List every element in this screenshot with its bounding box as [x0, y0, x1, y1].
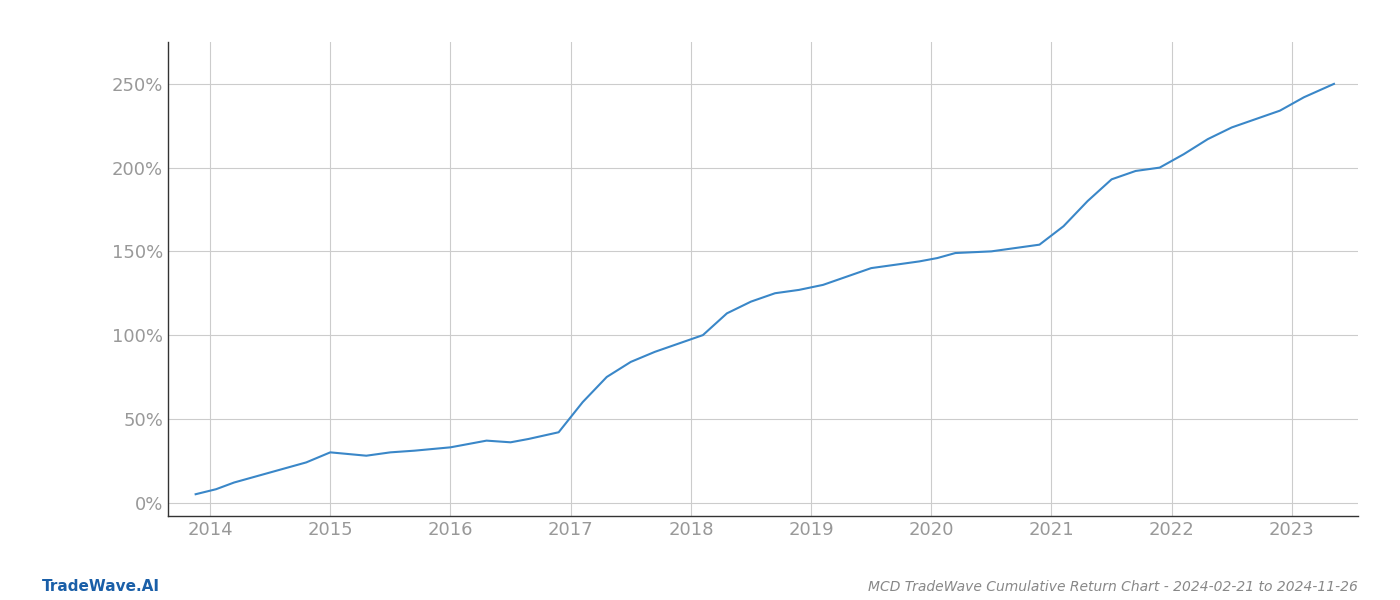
Text: MCD TradeWave Cumulative Return Chart - 2024-02-21 to 2024-11-26: MCD TradeWave Cumulative Return Chart - … — [868, 580, 1358, 594]
Text: TradeWave.AI: TradeWave.AI — [42, 579, 160, 594]
